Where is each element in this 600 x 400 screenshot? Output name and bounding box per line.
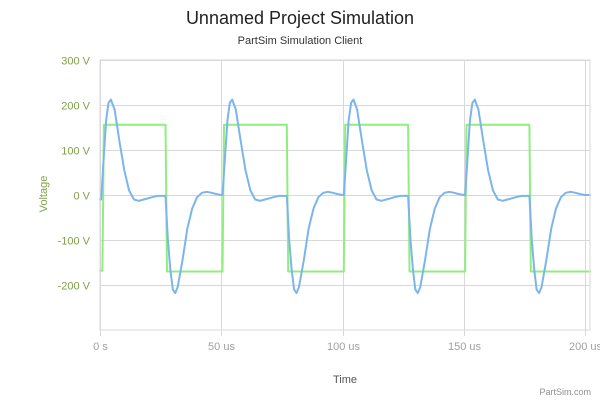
x-axis-title: Time (333, 374, 357, 386)
x-tick-label: 150 us (448, 341, 482, 353)
credits-link[interactable]: PartSim.com (539, 387, 591, 397)
y-tick-label: 200 V (61, 101, 90, 113)
x-axis: 0 s 50 us 100 us 150 us 200 us (93, 330, 600, 353)
y-tick-label: 300 V (61, 56, 90, 68)
y-axis-title: Voltage (38, 176, 50, 213)
plot-area (99, 59, 591, 331)
x-tick-label: 200 us (569, 341, 600, 353)
x-tick-label: 50 us (208, 341, 235, 353)
chart-title: Unnamed Project Simulation (186, 8, 414, 28)
y-axis: 300 V 200 V 100 V 0 V -100 V -200 V (58, 56, 91, 293)
chart-subtitle: PartSim Simulation Client (238, 35, 363, 47)
y-tick-label: 0 V (73, 191, 90, 203)
plot-border (99, 59, 591, 331)
y-tick-label: -100 V (58, 236, 91, 248)
y-tick-label: 100 V (61, 146, 90, 158)
series-layer (99, 98, 591, 295)
series-line-response (99, 98, 591, 295)
x-tick-label: 0 s (93, 341, 108, 353)
series-line-square-wave (99, 123, 591, 273)
x-tick-label: 100 us (327, 341, 361, 353)
y-tick-label: -200 V (58, 281, 91, 293)
